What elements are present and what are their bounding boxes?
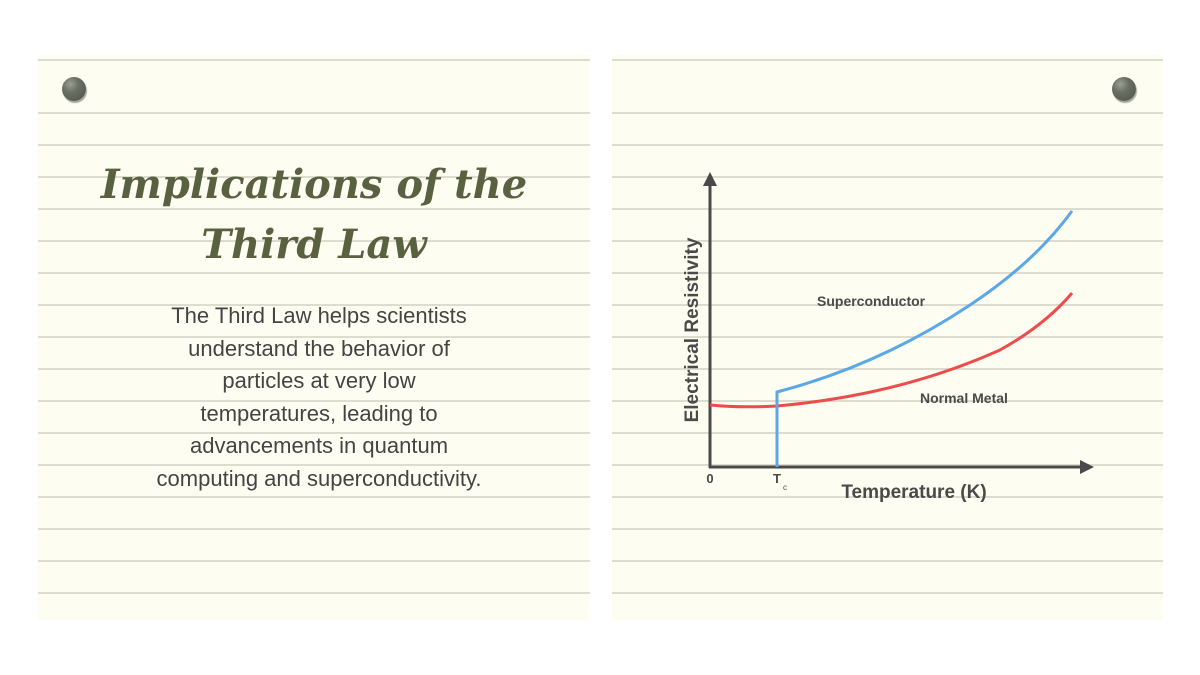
body-text: The Third Law helps scientists understan… <box>156 303 482 491</box>
tc-subscript: c <box>783 483 787 492</box>
normal-metal-curve <box>709 292 1074 409</box>
pushpin-icon <box>1112 77 1136 101</box>
normal-metal-label: Normal Metal <box>920 390 1008 406</box>
superconductor-curve <box>775 210 1074 467</box>
origin-label: 0 <box>706 471 713 486</box>
slide-title: Implications of the Third Law <box>100 161 528 268</box>
x-axis-arrow-icon <box>1080 460 1094 474</box>
ruled-lines <box>612 55 1163 620</box>
y-axis-arrow-icon <box>703 172 717 186</box>
pushpin-icon <box>62 77 86 101</box>
superconductor-label: Superconductor <box>817 293 926 309</box>
ruled-lines <box>38 55 590 620</box>
diagram-card <box>612 55 1163 620</box>
x-axis-label: Temperature (K) <box>841 482 986 503</box>
text-card: Implications of the Third Law The Third … <box>38 55 590 620</box>
tc-label: T <box>773 471 781 486</box>
y-axis-label: Electrical Resistivity <box>682 237 703 422</box>
